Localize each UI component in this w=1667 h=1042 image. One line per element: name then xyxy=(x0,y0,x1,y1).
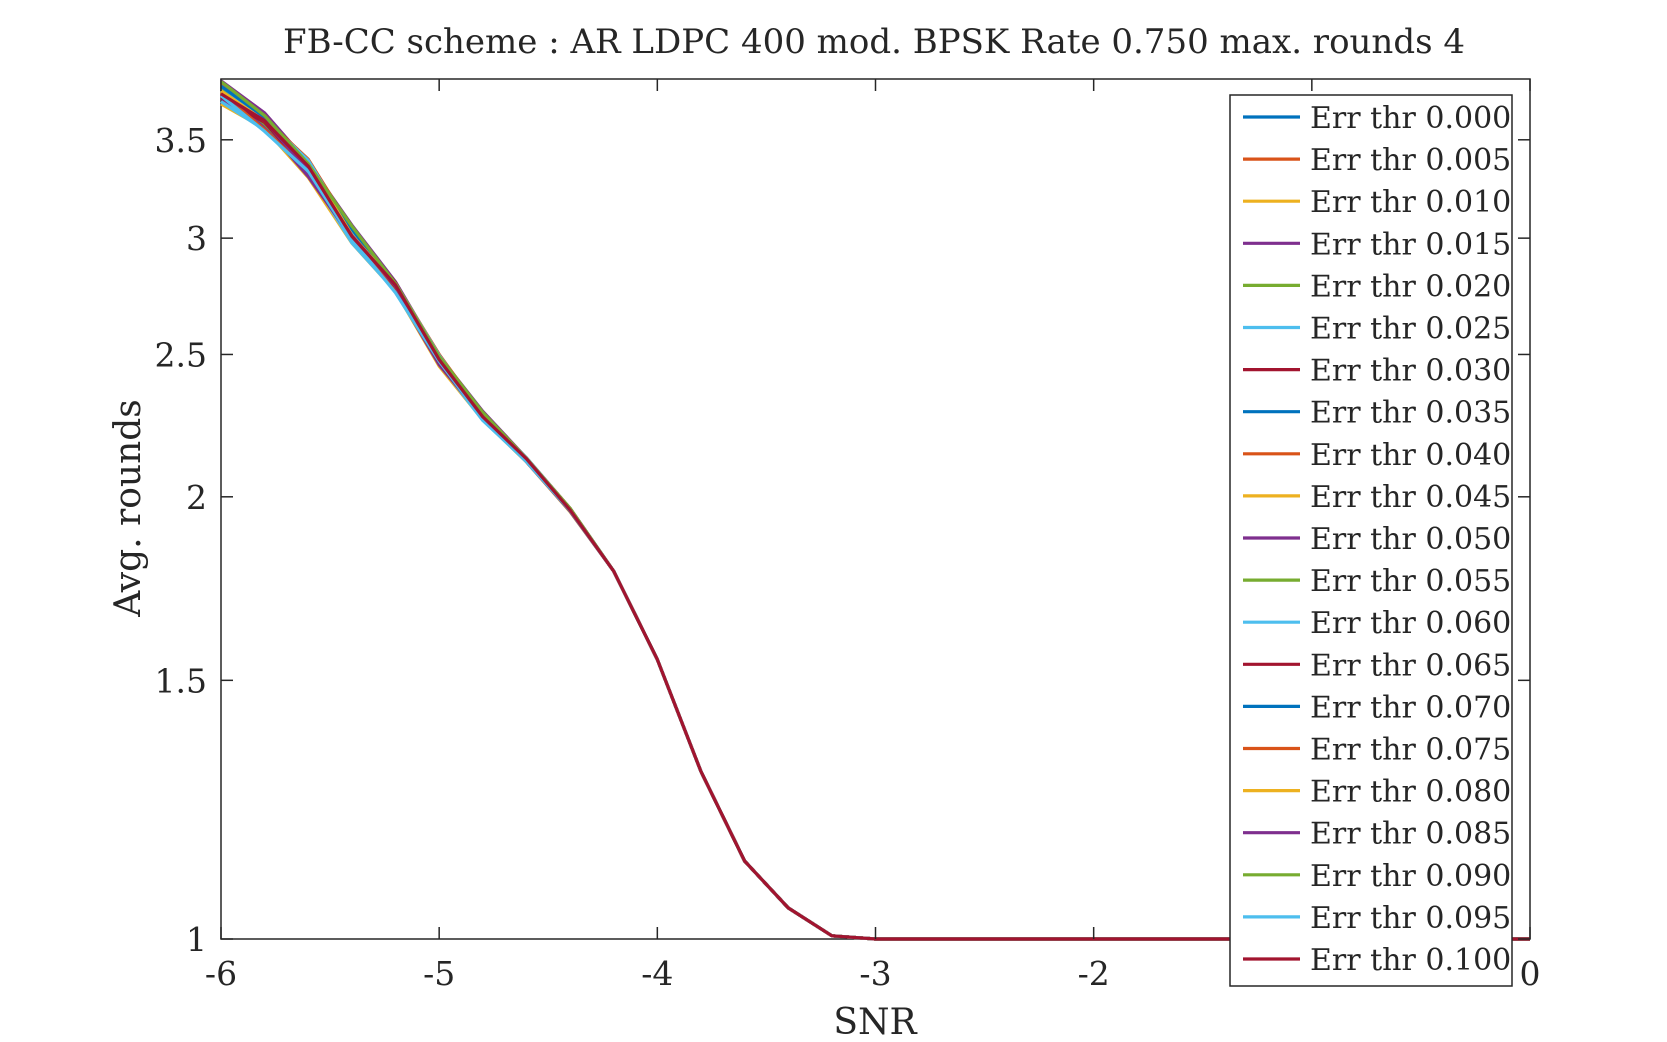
legend-label: Err thr 0.045 xyxy=(1310,480,1511,515)
x-tick-label: -3 xyxy=(859,954,891,993)
y-tick-label: 1.5 xyxy=(155,661,207,700)
legend-label: Err thr 0.055 xyxy=(1310,564,1511,599)
legend-label: Err thr 0.000 xyxy=(1310,101,1511,136)
legend-label: Err thr 0.025 xyxy=(1310,312,1511,347)
legend-label: Err thr 0.060 xyxy=(1310,606,1511,641)
chart-title: FB-CC scheme : AR LDPC 400 mod. BPSK Rat… xyxy=(283,22,1465,62)
legend-label: Err thr 0.035 xyxy=(1310,396,1511,431)
y-tick-label: 1 xyxy=(186,920,207,959)
x-axis: -6-5-4-3-2-10 xyxy=(205,79,1541,993)
legend-label: Err thr 0.040 xyxy=(1310,438,1511,473)
y-tick-label: 2 xyxy=(186,478,207,517)
y-tick-label: 3.5 xyxy=(155,121,207,160)
legend: Err thr 0.000 Err thr 0.005 Err thr 0.010 E… xyxy=(1229,94,1513,987)
legend-label: Err thr 0.020 xyxy=(1310,269,1511,304)
y-tick-label: 3 xyxy=(186,219,207,258)
x-tick-label: 0 xyxy=(1520,954,1541,993)
legend-label: Err thr 0.065 xyxy=(1310,648,1511,683)
legend-label: Err thr 0.090 xyxy=(1310,859,1511,894)
legend-label: Err thr 0.015 xyxy=(1310,227,1511,262)
legend-label: Err thr 0.075 xyxy=(1310,733,1511,768)
legend-label: Err thr 0.030 xyxy=(1310,354,1511,389)
x-tick-label: -2 xyxy=(1078,954,1110,993)
x-tick-label: -5 xyxy=(423,954,455,993)
legend-label: Err thr 0.100 xyxy=(1310,943,1511,978)
y-axis: 1 1.5 2 2.5 3 3.5 xyxy=(155,121,1530,959)
legend-label: Err thr 0.010 xyxy=(1310,185,1511,220)
x-tick-label: -6 xyxy=(205,954,237,993)
legend-label: Err thr 0.095 xyxy=(1310,901,1511,936)
y-axis-label: Avg. rounds xyxy=(108,399,149,618)
legend-items: Err thr 0.000 Err thr 0.005 Err thr 0.010 E… xyxy=(1243,101,1511,978)
x-axis-label: SNR xyxy=(833,1002,917,1042)
y-tick-label: 2.5 xyxy=(155,335,207,374)
x-tick-label: -4 xyxy=(641,954,673,993)
legend-label: Err thr 0.080 xyxy=(1310,775,1511,810)
legend-label: Err thr 0.005 xyxy=(1310,143,1511,178)
legend-label: Err thr 0.085 xyxy=(1310,817,1511,852)
legend-label: Err thr 0.050 xyxy=(1310,522,1511,557)
legend-label: Err thr 0.070 xyxy=(1310,690,1511,725)
